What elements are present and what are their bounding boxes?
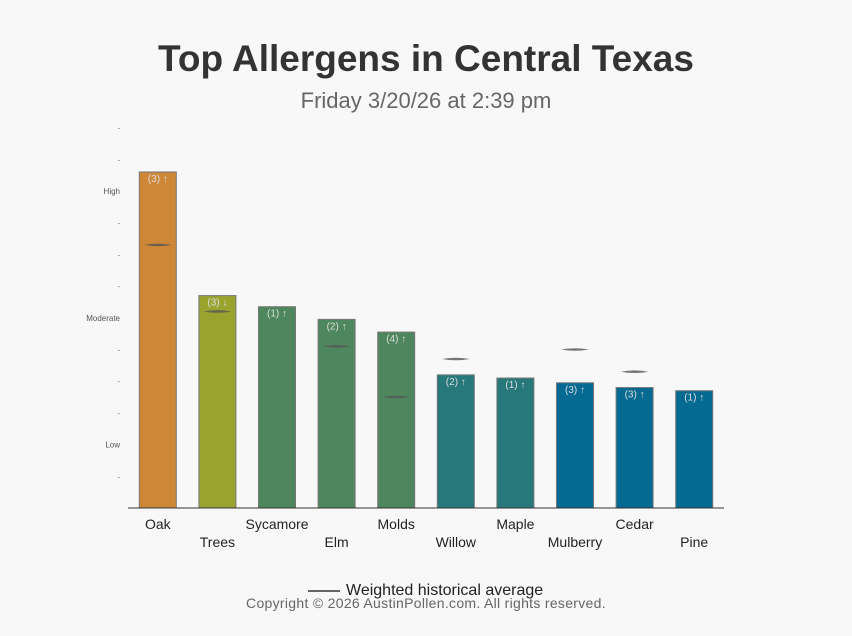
bar-value-label: (1) ↑ [505,380,525,391]
legend: Weighted historical average [308,582,543,600]
bar-oak [138,171,177,509]
bar-value-label: (3) ↓ [207,298,227,309]
y-minor-tick: - [118,252,121,259]
copyright-text: Copyright © 2026 AustinPollen.com. All r… [246,595,606,611]
bar-elm [317,318,356,509]
y-minor-tick: - [118,411,121,418]
x-tick-label: Cedar [616,516,654,532]
bar-value-label: (3) ↑ [625,390,645,401]
x-tick-label: Mulberry [548,534,602,550]
chart-title: Top Allergens in Central Texas [158,38,694,79]
x-tick-label: Molds [378,516,415,532]
y-minor-tick: - [118,284,121,291]
x-tick-label: Sycamore [245,516,308,532]
historical-average-marker [382,395,411,399]
bar-trees [198,295,237,509]
y-tick-label: High [104,187,120,196]
x-tick-label: Elm [325,534,349,550]
y-tick-label: Low [105,441,120,450]
bar-cedar [615,387,654,509]
chart-subtitle: Friday 3/20/26 at 2:39 pm [300,88,552,113]
x-tick-label: Pine [680,534,708,550]
bar-value-label: (3) ↑ [565,385,585,396]
historical-average-marker [441,357,470,361]
y-minor-tick: - [118,157,121,164]
bar-molds [377,331,416,509]
legend-line-swatch [308,589,340,592]
historical-average-marker [143,243,172,247]
historical-average-marker [620,370,649,373]
bar-value-label: (2) ↑ [327,321,347,332]
y-tick-label: Moderate [86,314,120,323]
bar-willow [436,374,475,509]
bar-value-label: (1) ↑ [267,309,287,320]
bar-value-label: (2) ↑ [446,377,466,388]
legend-label: Weighted historical average [346,582,544,599]
bar-value-label: (3) ↑ [148,174,168,185]
historical-average-marker [561,348,589,351]
y-minor-tick: - [118,126,121,133]
x-tick-label: Maple [496,516,534,532]
bar-pine [675,390,714,509]
x-tick-label: Willow [436,534,477,550]
bar-maple [496,377,535,509]
x-tick-label: Trees [200,534,235,550]
bar-value-label: (1) ↑ [684,393,704,404]
historical-average-marker [322,345,351,348]
x-tick-label: Oak [145,516,172,532]
historical-average-marker [203,310,232,313]
y-minor-tick: - [118,348,121,355]
bar-sycamore [258,306,296,509]
bar-value-label: (4) ↑ [386,334,406,345]
y-minor-tick: - [118,221,121,228]
y-minor-tick: - [118,474,121,481]
y-minor-tick: - [118,379,121,386]
bar-mulberry [556,382,594,509]
